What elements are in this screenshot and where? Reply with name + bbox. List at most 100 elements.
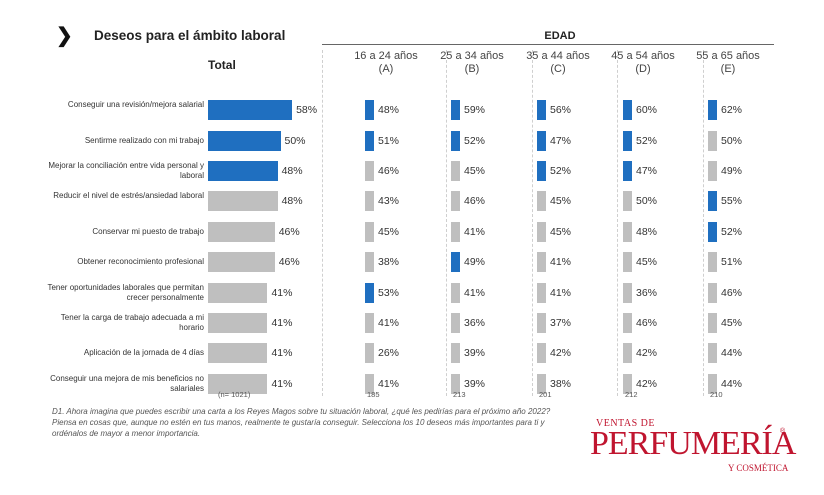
age-bar: [365, 313, 374, 333]
age-bar: [451, 221, 460, 242]
age-value-label: 62%: [721, 104, 743, 117]
age-bar: [451, 343, 460, 364]
total-value-label: 41%: [271, 317, 293, 329]
age-bar: [623, 161, 632, 181]
age-value-label: 45%: [550, 195, 572, 208]
age-value-label: 39%: [464, 377, 486, 390]
age-column-header: 16 a 24 años (A): [354, 50, 418, 75]
age-value-label: 46%: [721, 286, 743, 299]
age-value-label: 56%: [550, 104, 572, 117]
age-bar: [365, 373, 374, 394]
age-value-label: 45%: [378, 225, 400, 238]
age-bar: [708, 130, 717, 151]
age-bar: [365, 161, 374, 181]
age-bar: [537, 130, 546, 151]
age-sample-size: 213: [453, 390, 466, 399]
age-value-label: 42%: [550, 347, 572, 360]
age-value-label: 44%: [721, 347, 743, 360]
age-value-label: 41%: [464, 225, 486, 238]
age-bar: [451, 191, 460, 212]
age-value-label: 36%: [464, 317, 486, 329]
age-bar: [623, 343, 632, 364]
age-value-label: 45%: [464, 165, 486, 177]
column-separator: [322, 50, 323, 396]
total-value-label: 41%: [271, 347, 293, 360]
total-bar: [208, 313, 268, 333]
row-label: Conseguir una mejora de mis beneficios n…: [50, 373, 204, 393]
age-column-header: 35 a 44 años (C): [526, 50, 590, 75]
age-column-header: 55 a 65 años (E): [696, 50, 760, 75]
age-bar: [365, 221, 374, 242]
age-value-label: 43%: [378, 195, 400, 208]
age-value-label: 46%: [636, 317, 658, 329]
age-value-label: 53%: [378, 286, 400, 299]
age-sample-size: 212: [625, 390, 638, 399]
column-separator: [446, 50, 447, 396]
age-bar: [623, 313, 632, 333]
age-bar: [537, 161, 546, 181]
age-bar: [365, 191, 374, 212]
question-footnote: D1. Ahora imagina que puedes escribir un…: [52, 407, 551, 438]
age-bar: [623, 221, 632, 242]
age-value-label: 45%: [550, 225, 572, 238]
age-bar: [708, 373, 717, 394]
column-separator: [532, 50, 533, 396]
age-value-label: 50%: [636, 195, 658, 208]
age-bar: [708, 313, 717, 333]
row-label: Conseguir una revisión/mejora salarial: [67, 100, 204, 110]
age-value-label: 41%: [550, 256, 572, 269]
row-label: Sentirme realizado con mi trabajo: [84, 135, 204, 145]
age-value-label: 44%: [721, 377, 743, 390]
total-value-label: 58%: [296, 104, 318, 117]
chevron-right-icon: ❯: [56, 25, 73, 47]
total-bar: [208, 100, 293, 121]
age-bar: [537, 221, 546, 242]
row-label: Tener la carga de trabajo adecuada a mi …: [60, 313, 204, 332]
age-value-label: 47%: [636, 165, 658, 177]
age-value-label: 38%: [550, 377, 572, 390]
logo-sub-text: Y COSMÉTICA: [728, 463, 789, 473]
total-sample-size: (n= 1021): [218, 390, 251, 399]
row-label: Conservar mi puesto de trabajo: [92, 226, 204, 236]
age-bar: [365, 130, 374, 151]
age-bar: [537, 191, 546, 212]
age-value-label: 49%: [721, 165, 743, 177]
total-bar: [208, 373, 268, 394]
age-value-label: 59%: [464, 104, 486, 117]
logo-top-text: VENTAS DE: [596, 418, 655, 429]
age-value-label: 41%: [550, 286, 572, 299]
chart-title: Deseos para el ámbito laboral: [94, 28, 286, 43]
age-value-label: 52%: [550, 165, 572, 177]
total-bar: [208, 130, 281, 151]
age-sample-size: 185: [367, 390, 380, 399]
age-value-label: 38%: [378, 256, 400, 269]
total-value-label: 41%: [271, 286, 293, 299]
age-column-header: 45 a 54 años (D): [611, 50, 675, 75]
age-bar: [365, 252, 374, 273]
row-label: Mejorar la conciliación entre vida perso…: [48, 161, 204, 180]
age-value-label: 45%: [636, 256, 658, 269]
age-column-header: 25 a 34 años (B): [440, 50, 504, 75]
age-value-label: 51%: [378, 134, 400, 147]
total-bar: [208, 161, 278, 181]
age-value-label: 45%: [721, 317, 743, 329]
age-bar: [451, 161, 460, 181]
age-value-label: 52%: [636, 134, 658, 147]
age-bar: [365, 343, 374, 364]
age-bar: [623, 130, 632, 151]
age-bar: [623, 252, 632, 273]
age-bar: [708, 191, 717, 212]
age-value-label: 48%: [636, 225, 658, 238]
age-bar: [623, 100, 632, 121]
row-label: Obtener reconocimiento profesional: [77, 257, 204, 267]
age-value-label: 52%: [464, 134, 486, 147]
age-bar: [537, 313, 546, 333]
total-column-header: Total: [208, 58, 236, 72]
age-bar: [451, 252, 460, 273]
age-bar: [708, 343, 717, 364]
age-value-label: 46%: [464, 195, 486, 208]
age-value-label: 36%: [636, 286, 658, 299]
age-value-label: 60%: [636, 104, 658, 117]
age-bar: [623, 282, 632, 303]
age-value-label: 47%: [550, 134, 572, 147]
